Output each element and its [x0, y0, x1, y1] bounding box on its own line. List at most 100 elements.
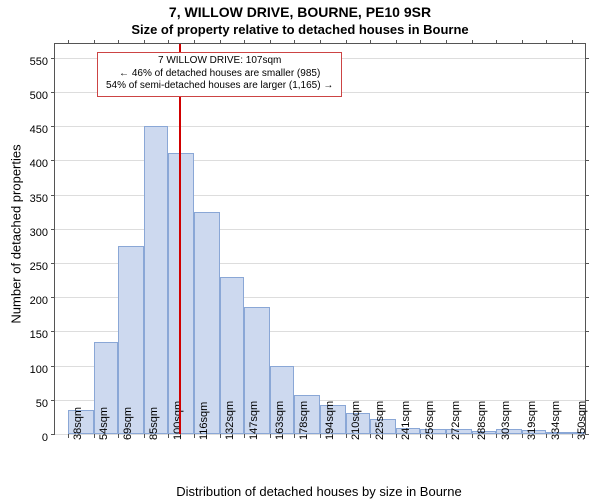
xtick-mark	[420, 434, 421, 438]
chart-title-sub: Size of property relative to detached ho…	[0, 22, 600, 37]
xtick-label: 100sqm	[172, 401, 184, 440]
xtick-mark	[320, 434, 321, 438]
xtick-label: 319sqm	[526, 401, 538, 440]
ytick-mark-right	[585, 92, 589, 93]
ytick-label: 50	[0, 398, 48, 410]
ytick-mark	[51, 331, 55, 332]
ytick-mark-right	[585, 229, 589, 230]
xtick-mark-top	[168, 40, 169, 44]
xtick-mark-top	[118, 40, 119, 44]
ytick-label: 350	[0, 193, 48, 205]
xtick-mark-top	[370, 40, 371, 44]
xtick-mark	[194, 434, 195, 438]
ytick-mark-right	[585, 58, 589, 59]
xtick-mark-top	[244, 40, 245, 44]
xtick-mark-top	[572, 40, 573, 44]
ytick-label: 200	[0, 295, 48, 307]
xtick-label: 147sqm	[248, 401, 260, 440]
ytick-label: 100	[0, 364, 48, 376]
annotation-box: 7 WILLOW DRIVE: 107sqm← 46% of detached …	[97, 52, 342, 97]
ytick-label: 500	[0, 90, 48, 102]
xtick-mark-top	[294, 40, 295, 44]
annotation-line3: 54% of semi-detached houses are larger (…	[106, 80, 333, 93]
xtick-mark	[346, 434, 347, 438]
xtick-mark	[244, 434, 245, 438]
xtick-mark	[396, 434, 397, 438]
xtick-mark	[168, 434, 169, 438]
xtick-mark	[144, 434, 145, 438]
ytick-label: 0	[0, 432, 48, 444]
xtick-label: 210sqm	[350, 401, 362, 440]
xtick-mark-top	[346, 40, 347, 44]
ytick-label: 150	[0, 329, 48, 341]
ytick-mark-right	[585, 195, 589, 196]
ytick-label: 250	[0, 261, 48, 273]
xtick-label: 225sqm	[374, 401, 386, 440]
xtick-label: 163sqm	[274, 401, 286, 440]
xtick-mark	[270, 434, 271, 438]
xtick-mark	[118, 434, 119, 438]
gridline-h	[55, 126, 585, 127]
xtick-label: 334sqm	[550, 401, 562, 440]
ytick-label: 300	[0, 227, 48, 239]
xtick-mark-top	[496, 40, 497, 44]
xtick-mark	[472, 434, 473, 438]
ytick-mark	[51, 126, 55, 127]
xtick-mark-top	[522, 40, 523, 44]
annotation-line2: ← 46% of detached houses are smaller (98…	[106, 68, 333, 81]
xtick-mark-top	[472, 40, 473, 44]
xtick-mark	[546, 434, 547, 438]
ytick-label: 550	[0, 56, 48, 68]
xtick-mark	[220, 434, 221, 438]
gridline-h	[55, 229, 585, 230]
ytick-mark	[51, 58, 55, 59]
xtick-label: 256sqm	[424, 401, 436, 440]
xtick-mark	[446, 434, 447, 438]
xtick-mark-top	[270, 40, 271, 44]
xtick-mark-top	[144, 40, 145, 44]
chart-area: 38sqm54sqm69sqm85sqm100sqm116sqm132sqm14…	[54, 43, 584, 433]
ytick-mark-right	[585, 297, 589, 298]
xtick-mark	[370, 434, 371, 438]
xtick-mark-top	[320, 40, 321, 44]
ytick-mark	[51, 229, 55, 230]
reference-line	[179, 44, 181, 434]
xtick-label: 38sqm	[72, 407, 84, 440]
ytick-mark-right	[585, 366, 589, 367]
xtick-label: 272sqm	[450, 401, 462, 440]
histogram-bar	[118, 246, 144, 434]
ytick-mark-right	[585, 160, 589, 161]
ytick-mark-right	[585, 331, 589, 332]
xtick-mark	[522, 434, 523, 438]
ytick-label: 450	[0, 124, 48, 136]
xtick-mark	[496, 434, 497, 438]
ytick-label: 400	[0, 158, 48, 170]
xtick-label: 350sqm	[576, 401, 588, 440]
xtick-label: 85sqm	[148, 407, 160, 440]
xtick-label: 303sqm	[500, 401, 512, 440]
ytick-mark-right	[585, 126, 589, 127]
xtick-mark	[572, 434, 573, 438]
gridline-h	[55, 160, 585, 161]
ytick-mark	[51, 263, 55, 264]
x-axis-label: Distribution of detached houses by size …	[54, 484, 584, 499]
xtick-mark	[94, 434, 95, 438]
xtick-mark-top	[194, 40, 195, 44]
xtick-mark-top	[396, 40, 397, 44]
ytick-mark-right	[585, 263, 589, 264]
chart-title-main: 7, WILLOW DRIVE, BOURNE, PE10 9SR	[0, 4, 600, 20]
xtick-mark-top	[68, 40, 69, 44]
plot-area: 38sqm54sqm69sqm85sqm100sqm116sqm132sqm14…	[54, 43, 586, 435]
ytick-mark	[51, 160, 55, 161]
xtick-mark-top	[220, 40, 221, 44]
ytick-mark	[51, 297, 55, 298]
histogram-bar	[194, 212, 220, 434]
xtick-mark	[68, 434, 69, 438]
xtick-mark-top	[446, 40, 447, 44]
xtick-label: 288sqm	[476, 401, 488, 440]
xtick-mark-top	[94, 40, 95, 44]
xtick-label: 241sqm	[400, 401, 412, 440]
ytick-mark	[51, 195, 55, 196]
ytick-mark	[51, 92, 55, 93]
xtick-label: 178sqm	[298, 401, 310, 440]
